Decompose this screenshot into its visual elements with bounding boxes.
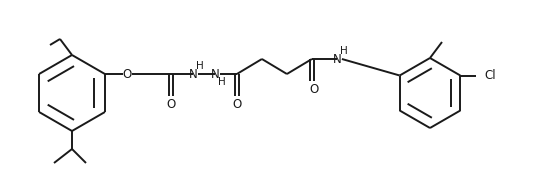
Text: O: O [166,97,175,110]
Text: H: H [196,61,204,71]
Text: N: N [333,52,341,65]
Text: Cl: Cl [484,69,496,82]
Text: H: H [218,77,226,87]
Text: O: O [122,68,132,81]
Text: O: O [232,97,241,110]
Text: N: N [189,68,197,81]
Text: H: H [340,46,348,56]
Text: N: N [211,68,219,81]
Text: O: O [309,83,319,95]
